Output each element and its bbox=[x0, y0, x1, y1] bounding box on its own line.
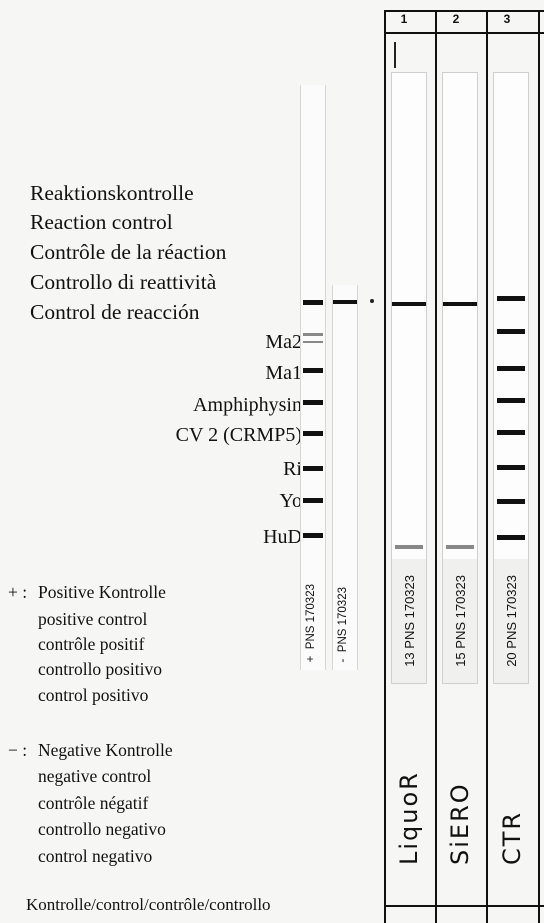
negative-legend-symbol: − : bbox=[8, 740, 28, 760]
band-conjugate-control bbox=[446, 545, 474, 549]
grid-line bbox=[486, 10, 488, 923]
grid-line bbox=[384, 10, 386, 923]
antigen-label-amphiphysin: Amphiphysin bbox=[193, 394, 302, 416]
grid-line bbox=[538, 10, 540, 923]
band-cv2-crmp5 bbox=[303, 431, 323, 436]
negative-strip-sign: - bbox=[337, 658, 349, 662]
grid-line bbox=[384, 10, 544, 12]
band-reaction-control bbox=[497, 296, 525, 301]
band-ri bbox=[497, 465, 525, 470]
negative-legend-line: negative control bbox=[38, 766, 152, 786]
strip-code-3: 20 PNS 170323 bbox=[504, 575, 519, 667]
band-yo bbox=[303, 498, 323, 503]
positive-strip-sign: + bbox=[305, 655, 317, 662]
band-ma1 bbox=[303, 368, 323, 373]
sample-strip-1: 13 PNS 170323 bbox=[391, 72, 427, 684]
positive-legend-symbol: + : bbox=[8, 582, 28, 602]
antigen-label-ma1: Ma1 bbox=[265, 362, 302, 384]
grid-line bbox=[384, 905, 544, 907]
handwritten-label-1: LiquoR bbox=[395, 771, 423, 865]
band-amphiphysin bbox=[303, 400, 323, 405]
strip-label-zone bbox=[443, 559, 477, 683]
negative-legend-line: contrôle négatif bbox=[38, 793, 149, 813]
band-ma1 bbox=[497, 366, 525, 371]
positive-legend-line: controllo positivo bbox=[38, 659, 162, 679]
antigen-label-cv2-crmp5: CV 2 (CRMP5) bbox=[175, 424, 302, 446]
positive-legend-line: contrôle positif bbox=[38, 634, 145, 654]
positive-reference-strip: + PNS 170323 bbox=[300, 85, 326, 670]
band-cv2-crmp5 bbox=[497, 430, 525, 435]
negative-legend-line: controllo negativo bbox=[38, 819, 166, 839]
reaction-control-label-en: Reaction control bbox=[30, 210, 173, 234]
negative-reference-strip: - PNS 170323 bbox=[332, 285, 358, 670]
antigen-label-ma2: Ma2 bbox=[265, 331, 302, 353]
reaction-control-label-es: Control de reacción bbox=[30, 300, 200, 324]
band-ma2 bbox=[303, 333, 323, 336]
antigen-label-yo: Yo bbox=[279, 490, 302, 512]
positive-strip-code: + PNS 170323 bbox=[305, 584, 317, 662]
handwritten-label-2: SiERO bbox=[446, 782, 474, 865]
strip-code-1: 13 PNS 170323 bbox=[402, 575, 417, 667]
column-number: 3 bbox=[503, 12, 511, 26]
band-conjugate-control bbox=[395, 545, 423, 549]
negative-strip-code-text: PNS 170323 bbox=[337, 586, 349, 652]
column-number: 1 bbox=[400, 12, 408, 26]
band-reaction-control bbox=[303, 300, 323, 305]
footer-caption: Kontrolle/control/contrôle/controllo bbox=[26, 895, 271, 914]
positive-strip-code-text: PNS 170323 bbox=[305, 583, 317, 649]
pen-mark bbox=[394, 42, 396, 68]
band-yo bbox=[497, 499, 525, 504]
band-reaction-control bbox=[443, 302, 477, 306]
positive-legend-line: Positive Kontrolle bbox=[38, 582, 166, 602]
band-ma2 bbox=[497, 329, 525, 334]
reaction-control-label-fr: Contrôle de la réaction bbox=[30, 240, 227, 264]
band-hud bbox=[303, 533, 323, 538]
strip-code-2: 15 PNS 170323 bbox=[453, 575, 468, 667]
handwritten-label-3: CTR bbox=[498, 810, 526, 865]
antigen-label-hud: HuD bbox=[263, 526, 302, 548]
negative-legend-line: control negativo bbox=[38, 846, 153, 866]
band-reaction-control bbox=[333, 300, 357, 304]
strip-label-zone bbox=[392, 559, 426, 683]
grid-line bbox=[435, 10, 437, 923]
band-hud bbox=[497, 535, 525, 540]
positive-legend-line: positive control bbox=[38, 609, 148, 629]
marker-dot bbox=[370, 299, 374, 303]
column-number: 2 bbox=[452, 12, 460, 26]
band-ma2-secondary bbox=[303, 341, 323, 343]
antigen-label-ri: Ri bbox=[283, 458, 302, 480]
band-ri bbox=[303, 466, 323, 471]
negative-strip-code: - PNS 170323 bbox=[337, 587, 349, 662]
sample-strip-2: 15 PNS 170323 bbox=[442, 72, 478, 684]
sample-strip-3: 20 PNS 170323 bbox=[493, 72, 529, 684]
negative-legend-line: Negative Kontrolle bbox=[38, 740, 173, 760]
strip-label-zone bbox=[494, 559, 528, 683]
reaction-control-label-de: Reaktionskontrolle bbox=[30, 181, 194, 205]
band-reaction-control bbox=[392, 302, 426, 306]
band-amphiphysin bbox=[497, 398, 525, 403]
positive-legend-line: control positivo bbox=[38, 685, 149, 705]
reaction-control-label-it: Controllo di reattività bbox=[30, 270, 217, 294]
grid-line bbox=[384, 32, 544, 34]
